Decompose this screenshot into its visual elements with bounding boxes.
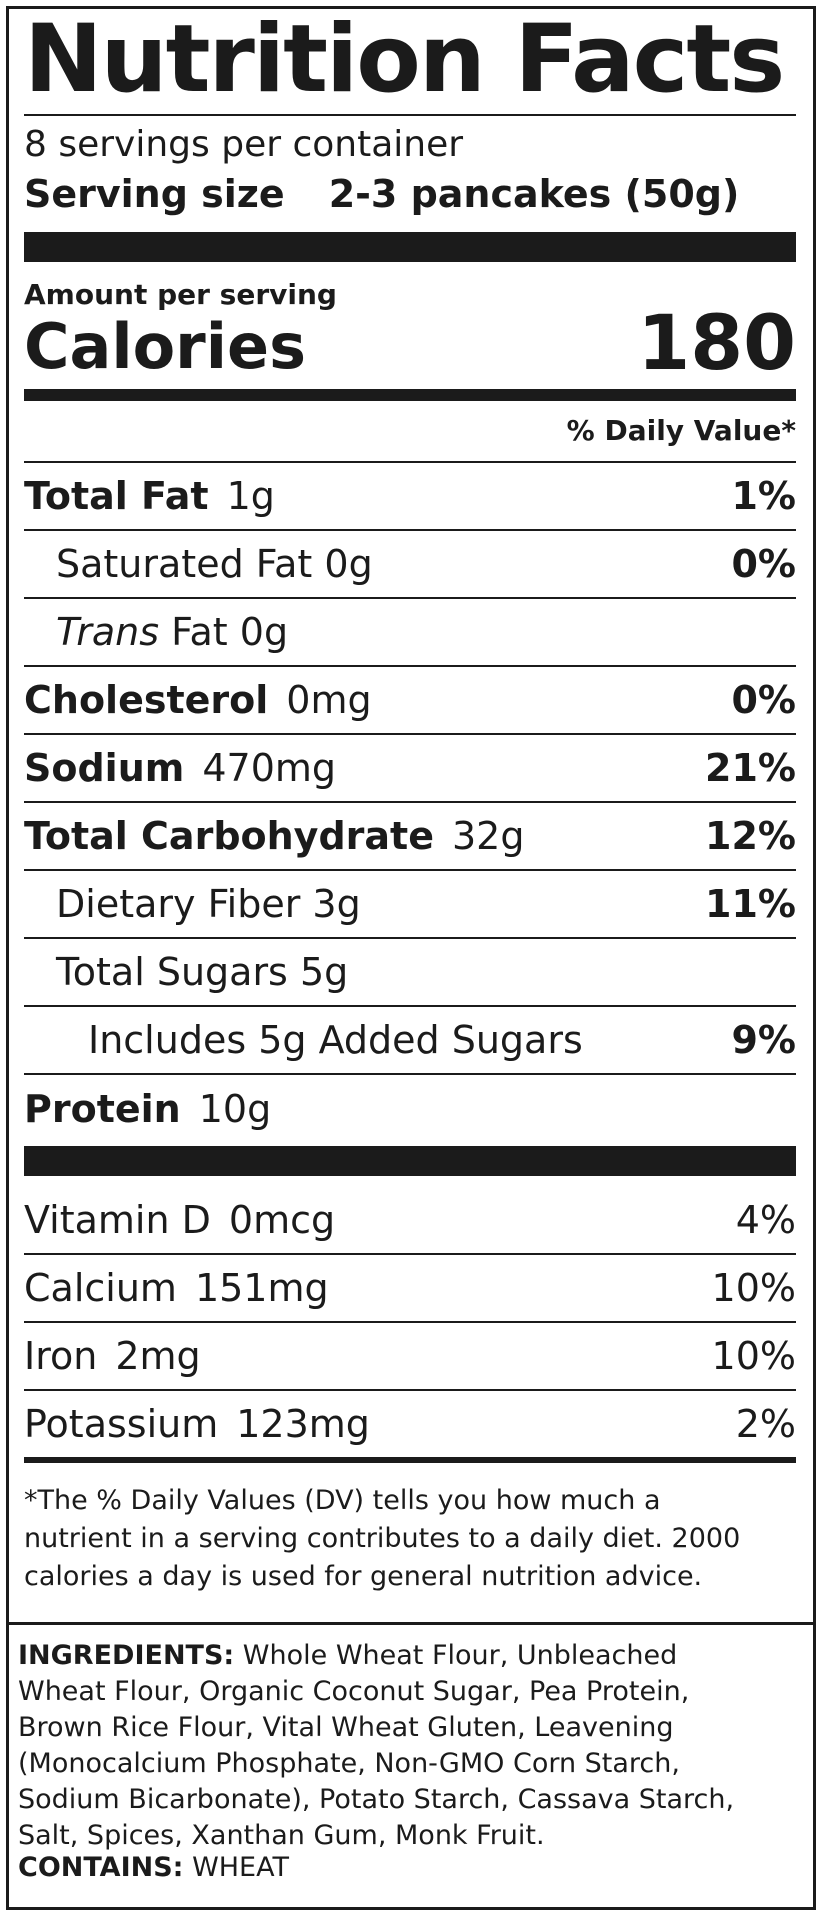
ingredients-line: Sodium Bicarbonate), Potato Starch, Cass… bbox=[18, 1784, 735, 1815]
nutrient-name-italic: Trans bbox=[56, 610, 160, 654]
nutrient-name: Saturated Fat 0g bbox=[56, 542, 373, 586]
footnote-line: nutrient in a serving contributes to a d… bbox=[24, 1523, 741, 1554]
ingredients-line: Whole Wheat Flour, Unbleached bbox=[242, 1640, 678, 1671]
mineral-name: Calcium bbox=[24, 1266, 177, 1310]
nutrient-name: Total Fat bbox=[24, 474, 209, 518]
title-rule bbox=[24, 114, 796, 116]
mineral-amount: 123mg bbox=[236, 1402, 370, 1446]
nutrient-name: Total Carbohydrate bbox=[24, 814, 434, 858]
nutrient-name: Sodium bbox=[24, 746, 185, 790]
mineral-row-vitamin-d: Vitamin D 0mcg 4% bbox=[24, 1187, 796, 1255]
mineral-row-iron: Iron 2mg 10% bbox=[24, 1323, 796, 1391]
nutrient-row-cholesterol: Cholesterol 0mg 0% bbox=[24, 667, 796, 735]
mineral-amount: 2mg bbox=[115, 1334, 201, 1378]
section-divider bbox=[6, 1622, 816, 1625]
mineral-dv: 10% bbox=[711, 1334, 796, 1378]
ingredients-line: Brown Rice Flour, Vital Wheat Gluten, Le… bbox=[18, 1712, 674, 1743]
mineral-amount: 0mcg bbox=[228, 1198, 336, 1242]
serving-size-label: Serving size bbox=[24, 172, 285, 216]
nutrient-row-dietary-fiber: Dietary Fiber 3g 11% bbox=[24, 871, 796, 939]
nutrient-name: Total Sugars 5g bbox=[56, 950, 349, 994]
calories-value: 180 bbox=[637, 298, 796, 387]
nutrition-label bbox=[6, 6, 816, 1910]
footnote-line: *The % Daily Values (DV) tells you how m… bbox=[24, 1485, 661, 1516]
contains-label: CONTAINS: bbox=[18, 1852, 184, 1883]
nutrient-dv: 9% bbox=[731, 1018, 796, 1062]
nutrient-row-saturated-fat: Saturated Fat 0g 0% bbox=[24, 531, 796, 599]
nutrient-dv: 11% bbox=[705, 882, 796, 926]
nutrient-name: Trans Fat 0g bbox=[24, 610, 288, 654]
thick-rule-1 bbox=[24, 232, 796, 262]
mineral-rule bbox=[24, 1459, 796, 1463]
mineral-row-calcium: Calcium 151mg 10% bbox=[24, 1255, 796, 1323]
mineral-name: Potassium bbox=[24, 1402, 219, 1446]
footnote-line: calories a day is used for general nutri… bbox=[24, 1561, 703, 1592]
dv-rule bbox=[24, 461, 796, 463]
ingredients-line: Wheat Flour, Organic Coconut Sugar, Pea … bbox=[18, 1676, 690, 1707]
serving-size: Serving size 2-3 pancakes (50g) bbox=[24, 172, 739, 216]
nutrient-row-sodium: Sodium 470mg 21% bbox=[24, 735, 796, 803]
servings-per-container: 8 servings per container bbox=[24, 124, 464, 165]
mineral-name: Iron bbox=[24, 1334, 98, 1378]
nutrient-dv: 0% bbox=[731, 678, 796, 722]
nutrient-dv: 0% bbox=[731, 542, 796, 586]
ingredients: INGREDIENTS: Whole Wheat Flour, Unbleach… bbox=[18, 1638, 798, 1854]
nutrient-name-rest: Fat 0g bbox=[159, 610, 289, 654]
serving-size-value: 2-3 pancakes (50g) bbox=[328, 172, 740, 216]
thick-rule-2 bbox=[24, 1146, 796, 1176]
nutrient-amount: 0mg bbox=[286, 678, 372, 722]
mineral-name: Vitamin D bbox=[24, 1198, 211, 1242]
nutrient-row-total-carbohydrate: Total Carbohydrate 32g 12% bbox=[24, 803, 796, 871]
nutrient-amount: 470mg bbox=[202, 746, 337, 790]
nutrient-amount: 32g bbox=[451, 814, 525, 858]
nutrient-amount: 10g bbox=[198, 1087, 272, 1131]
nutrient-dv: 21% bbox=[705, 746, 796, 790]
footnote: *The % Daily Values (DV) tells you how m… bbox=[24, 1482, 740, 1596]
amount-per-serving: Amount per serving bbox=[24, 278, 337, 311]
ingredients-label: INGREDIENTS: bbox=[18, 1640, 235, 1671]
ingredients-line: Salt, Spices, Xanthan Gum, Monk Fruit. bbox=[18, 1820, 545, 1851]
mineral-dv: 4% bbox=[735, 1198, 796, 1242]
mineral-amount: 151mg bbox=[194, 1266, 329, 1310]
calories-label: Calories bbox=[24, 310, 306, 383]
nutrient-row-added-sugars: Includes 5g Added Sugars 9% bbox=[24, 1007, 796, 1075]
label-title: Nutrition Facts bbox=[24, 5, 785, 114]
nutrient-name: Includes 5g Added Sugars bbox=[88, 1018, 583, 1062]
nutrient-dv: 12% bbox=[705, 814, 796, 858]
contains-value: WHEAT bbox=[192, 1852, 289, 1883]
mineral-dv: 2% bbox=[735, 1402, 796, 1446]
nutrient-row-protein: Protein 10g bbox=[24, 1075, 796, 1143]
nutrient-name: Cholesterol bbox=[24, 678, 269, 722]
mineral-dv: 10% bbox=[711, 1266, 796, 1310]
nutrient-name: Protein bbox=[24, 1087, 181, 1131]
medium-rule bbox=[24, 389, 796, 401]
ingredients-line: (Monocalcium Phosphate, Non-GMO Corn Sta… bbox=[18, 1748, 680, 1779]
nutrient-name: Dietary Fiber 3g bbox=[56, 882, 361, 926]
nutrient-amount: 1g bbox=[226, 474, 275, 518]
nutrient-row-total-fat: Total Fat 1g 1% bbox=[24, 463, 796, 531]
nutrient-row-trans-fat: Trans Fat 0g bbox=[24, 599, 796, 667]
daily-value-header: % Daily Value* bbox=[566, 414, 796, 447]
contains: CONTAINS: WHEAT bbox=[18, 1852, 289, 1883]
mineral-row-potassium: Potassium 123mg 2% bbox=[24, 1391, 796, 1459]
nutrient-dv: 1% bbox=[731, 474, 796, 518]
nutrient-row-total-sugars: Total Sugars 5g bbox=[24, 939, 796, 1007]
